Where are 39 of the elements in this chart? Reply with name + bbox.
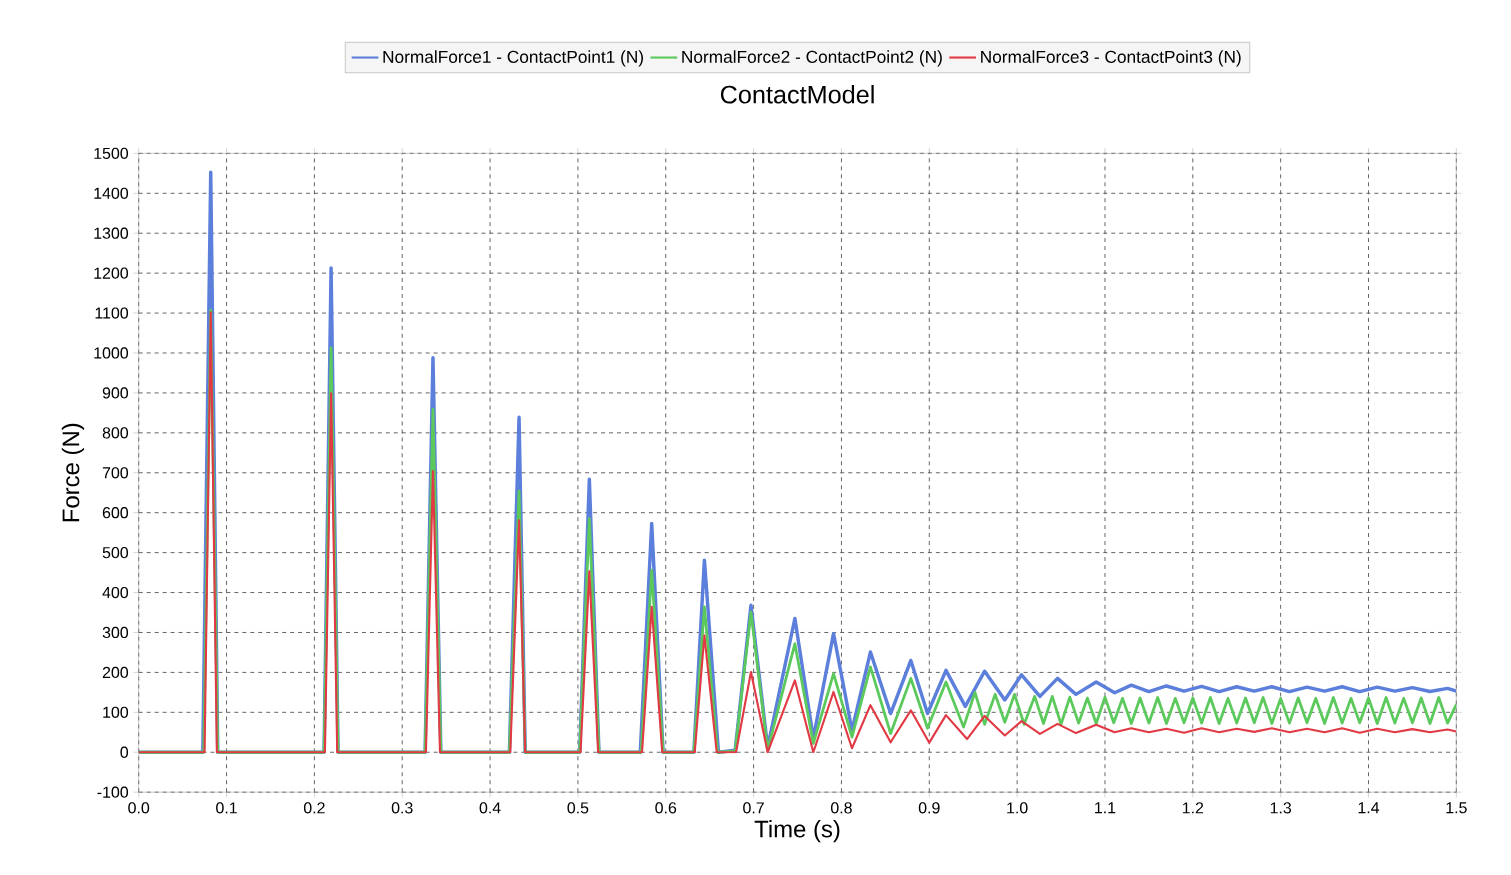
x-tick-label: 0.5 [567,802,589,814]
y-tick-label: 500 [102,547,129,559]
y-tick-label: 100 [103,706,129,719]
x-tick-label: 0.2 [303,802,325,814]
chart-title: ContactModel [720,85,874,104]
x-tick-label: 0.7 [743,802,764,814]
y-tick-label: 1500 [94,147,129,160]
x-tick-label: 0.1 [216,802,237,814]
y-tick-label: -100 [97,786,129,798]
y-tick-label: 400 [102,586,129,599]
y-tick-label: 300 [102,626,129,639]
x-tick-label: 0.3 [391,802,413,814]
y-axis-title: Force (N) [61,423,85,522]
y-tick-label: 0 [120,746,129,758]
x-tick-label: 1.2 [1182,802,1204,814]
y-tick-label: 900 [102,387,129,399]
legend-label: NormalForce1 - ContactPoint1 (N) [383,50,643,67]
y-tick-label: 1400 [94,187,129,199]
y-tick-label: 1100 [95,307,129,319]
y-tick-label: 1200 [94,267,129,279]
y-tick-label: 600 [102,507,129,519]
x-tick-label: 1.3 [1270,802,1292,814]
y-tick-label: 700 [102,467,129,479]
y-tick-label: 200 [102,666,129,679]
x-tick-label: 0.6 [655,802,677,814]
x-tick-label: 0.8 [830,802,852,814]
y-tick-label: 800 [102,427,129,439]
x-tick-label: 1.4 [1358,802,1380,814]
x-tick-label: 1.5 [1446,802,1467,814]
x-tick-label: 0.0 [128,802,150,814]
x-axis-title: Time (s) [754,820,840,843]
x-tick-label: 0.9 [918,802,940,814]
y-tick-label: 1000 [94,347,129,359]
y-tick-label: 1300 [94,227,129,239]
legend-label: NormalForce2 - ContactPoint2 (N) [682,50,942,67]
x-tick-label: 1.1 [1095,802,1116,814]
x-tick-label: 1.0 [1007,802,1028,814]
x-tick-label: 0.4 [479,802,501,814]
legend-label: NormalForce3 - ContactPoint3 (N) [981,50,1241,67]
